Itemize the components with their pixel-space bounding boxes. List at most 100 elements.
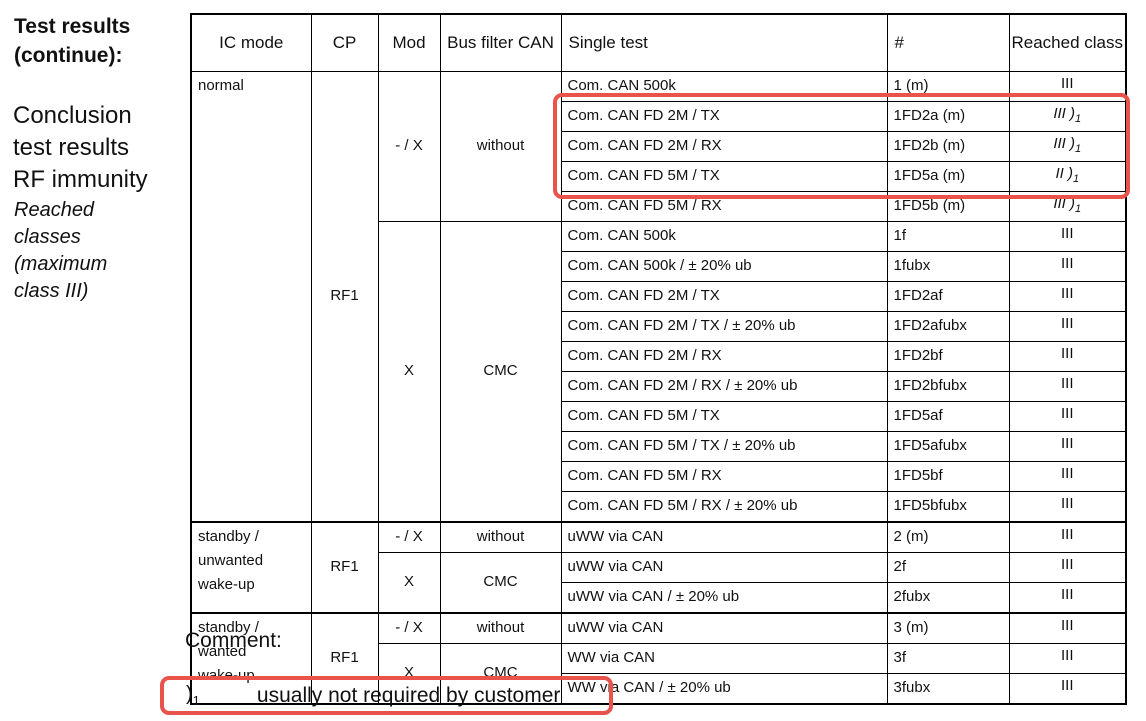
single-test-cell: Com. CAN FD 2M / TX [560,280,888,312]
test-number-cell: 1FD2afubx [886,310,1010,342]
single-test-cell: Com. CAN FD 5M / RX [560,460,888,492]
ic-mode-cell: normal [190,70,312,522]
reached-class-cell: III [1008,250,1127,282]
table-row: X CMC Com. CAN 500k 1f III [191,220,1127,522]
table-row: Com. CAN FD 2M / RX / ± 20% ub 1FD2bfubx… [191,370,1127,402]
test-number-cell: 3fubx [886,672,1010,704]
table-row: Com. CAN FD 5M / RX / ± 20% ub 1FD5bfubx… [191,490,1127,522]
table-row: Com. CAN FD 5M / TX / ± 20% ub 1FD5afubx… [191,430,1127,462]
reached-note-line: classes [14,226,81,248]
single-test-cell: uWW via CAN / ± 20% ub [560,581,888,613]
reached-note-line: class III) [14,280,89,302]
single-test-cell: Com. CAN FD 5M / TX / ± 20% ub [560,430,888,462]
conclusion-line: Conclusion [13,102,132,129]
reached-class-cell: III [1008,551,1127,583]
reached-note-line: (maximum [14,253,108,275]
reached-class-cell: III [1008,611,1127,644]
reached-class-cell: III [1008,490,1127,522]
cp-cell: RF1 [310,520,379,613]
header-single-test: Single test [560,13,888,72]
cp-cell: RF1 [310,611,379,704]
table-row: Com. CAN 500k / ± 20% ub 1fubx III [191,250,1127,282]
highlight-box-footnote: )1 usually not required by customer [160,676,613,715]
single-test-cell: Com. CAN FD 5M / TX [560,160,888,192]
footnote-text: usually not required by customer [256,683,561,707]
test-number-cell: 1FD2bfubx [886,370,1010,402]
header-mod: Mod [377,13,441,72]
test-number-cell: 2 (m) [886,520,1010,553]
table-row: uWW via CAN / ± 20% ub 2fubx III [191,581,1127,613]
single-test-cell: Com. CAN FD 2M / RX / ± 20% ub [560,370,888,402]
reached-class-cell: III [1008,220,1127,252]
single-test-cell: Com. CAN FD 2M / RX [560,340,888,372]
test-number-cell: 2fubx [886,581,1010,613]
ic-mode-cell: standby / wanted wake-up [190,611,312,704]
table-row: standby / wanted wake-up RF1 - / X witho… [190,611,1127,704]
header-number: # [886,13,1010,72]
reached-class-cell: III [1008,520,1127,553]
single-test-cell: Com. CAN FD 5M / TX [560,400,888,432]
reached-class-cell: III [1008,400,1127,432]
header-cp: CP [310,13,379,72]
single-test-cell: Com. CAN 500k / ± 20% ub [560,250,888,282]
reached-class-cell: III [1008,581,1127,613]
page-title: Test results (continue): [14,12,130,70]
reached-classes-note: Reached classes (maximum class III) [14,197,107,305]
bus-filter-cell: without [439,611,562,644]
bus-filter-cell: CMC [439,220,562,522]
reached-note-line: Reached [14,199,95,221]
test-number-cell: 1FD5bfubx [886,490,1010,522]
reached-class-cell: III [1008,310,1127,342]
table-row: Com. CAN FD 2M / RX 1FD2bf III [191,340,1127,372]
mod-cell: X [377,551,441,613]
table-row: Com. CAN FD 5M / TX 1FD5a (m) II )1 [191,160,1127,192]
bus-filter-cell: without [439,520,562,553]
comment-label: Comment: [185,629,282,652]
test-number-cell: 1f [886,220,1010,252]
test-number-cell: 3f [886,642,1010,674]
test-number-cell: 1FD2b (m) [886,130,1010,162]
reached-class-cell: III )1 [1008,100,1127,132]
table-header-row: IC mode CP Mod Bus filter CAN Single tes… [190,13,1127,72]
test-number-cell: 1FD5afubx [886,430,1010,462]
conclusion-line: test results [13,134,130,161]
page-title-line: (continue): [14,44,123,67]
reached-class-cell: III [1008,370,1127,402]
header-bus-filter-can: Bus filter CAN [439,13,562,72]
bus-filter-cell: without [439,70,562,222]
table-row: standby / unwanted wake-up RF1 - / X wit… [190,520,1127,613]
reached-class-cell: III [1008,340,1127,372]
mod-cell: X [377,642,441,704]
test-number-cell: 1FD5a (m) [886,160,1010,192]
table-row: Com. CAN FD 2M / TX / ± 20% ub 1FD2afubx… [191,310,1127,342]
conclusion-line: RF immunity [13,166,148,193]
test-number-cell: 1FD5af [886,400,1010,432]
test-number-cell: 3 (m) [886,611,1010,644]
reached-class-cell: III [1008,642,1127,674]
single-test-cell: uWW via CAN [560,551,888,583]
mod-cell: - / X [377,611,441,644]
header-reached-class: Reached class [1008,13,1127,72]
test-number-cell: 1FD2af [886,280,1010,312]
single-test-cell: Com. CAN FD 2M / TX [560,100,888,132]
table-row: Com. CAN FD 2M / TX 1FD2a (m) III )1 [191,100,1127,132]
reached-class-cell: III [1008,430,1127,462]
mod-cell: - / X [377,70,441,222]
cp-cell: RF1 [310,70,379,522]
reached-class-cell: III [1008,672,1127,704]
reached-class-cell: III [1008,280,1127,312]
single-test-cell: uWW via CAN [560,520,888,553]
mod-cell: - / X [377,520,441,553]
header-ic-mode: IC mode [190,13,312,72]
reached-class-cell: II )1 [1008,160,1127,192]
single-test-cell: Com. CAN 500k [560,220,888,252]
test-number-cell: 1fubx [886,250,1010,282]
test-number-cell: 1FD5bf [886,460,1010,492]
reached-class-cell: III [1008,460,1127,492]
bus-filter-cell: CMC [439,551,562,613]
table-row: Com. CAN FD 5M / TX 1FD5af III [191,400,1127,432]
single-test-cell: WW via CAN [560,642,888,674]
table-row: Com. CAN FD 5M / RX 1FD5bf III [191,460,1127,492]
test-number-cell: 1FD2a (m) [886,100,1010,132]
single-test-cell: uWW via CAN [560,611,888,644]
